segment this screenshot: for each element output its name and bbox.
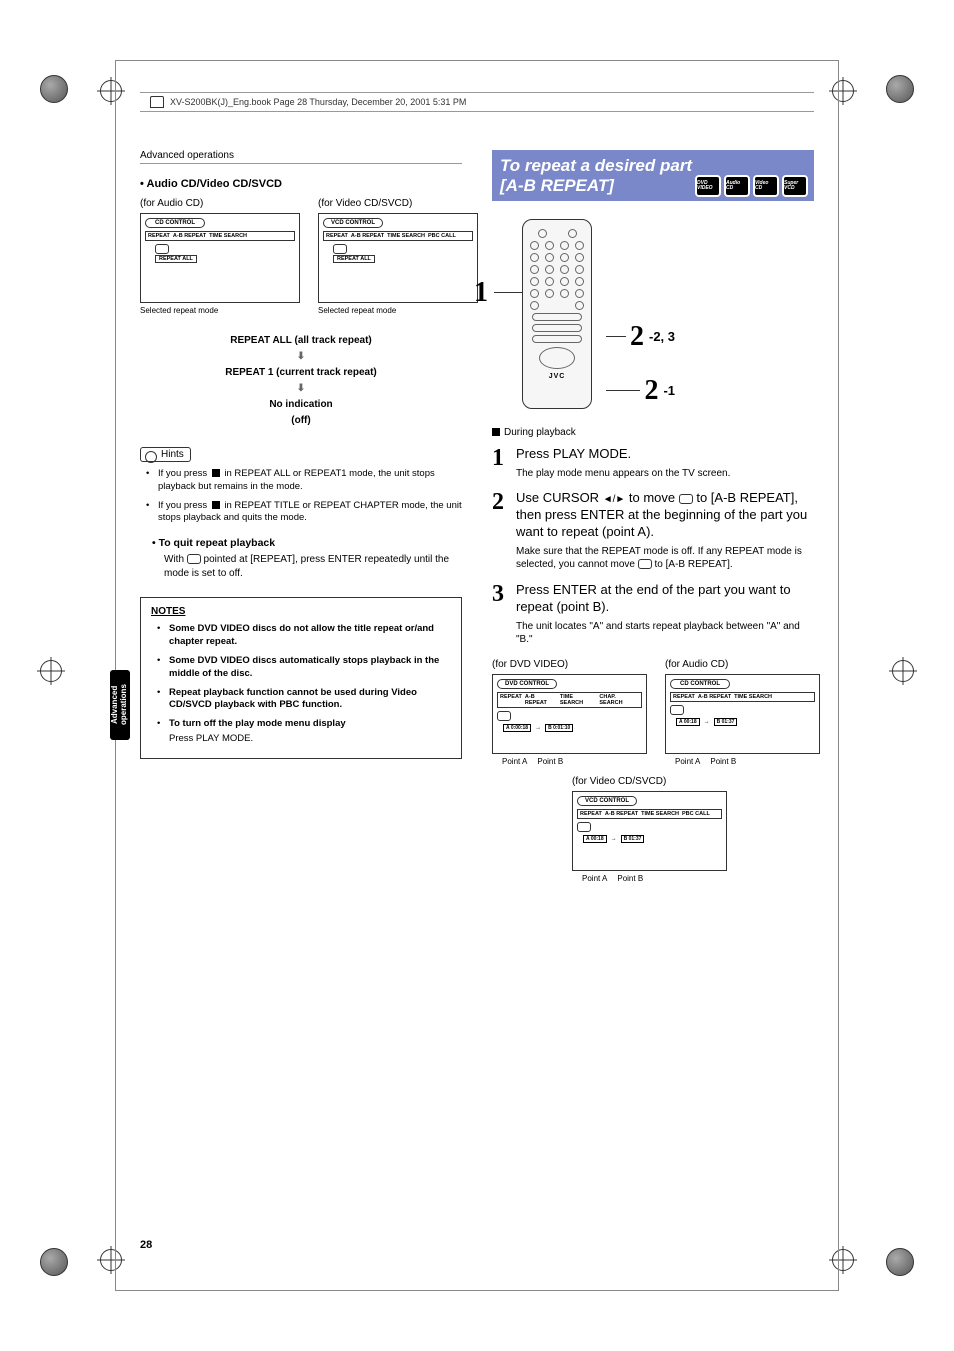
figure-caption: (for Video CD/SVCD)	[318, 198, 478, 209]
media-heading: Audio CD/Video CD/SVCD	[140, 178, 462, 190]
repeat-cycle-diagram: REPEAT ALL (all track repeat) ⬇ REPEAT 1…	[140, 333, 462, 429]
figure-caption: (for DVD VIDEO)	[492, 659, 647, 670]
figure-caption: (for Audio CD)	[665, 659, 820, 670]
hint-item: If you press in REPEAT TITLE or REPEAT C…	[158, 500, 462, 526]
step-title: Use CURSOR ◄/► to move to [A-B REPEAT], …	[516, 490, 814, 541]
section-title-banner: To repeat a desired part [A-B REPEAT] DV…	[492, 150, 814, 201]
section-rule	[140, 163, 462, 164]
callout-2-upper: 2	[630, 323, 644, 351]
cycle-line: REPEAT ALL (all track repeat)	[140, 333, 462, 349]
note-item: Some DVD VIDEO discs do not allow the ti…	[169, 623, 451, 649]
header-metadata: XV-S200BK(J)_Eng.book Page 28 Thursday, …	[140, 92, 814, 112]
badge-audio-cd: Audio CD	[724, 175, 750, 197]
callout-2-upper-sub: -2, 3	[649, 329, 675, 344]
cycle-line: No indication	[140, 397, 462, 413]
header-text: XV-S200BK(J)_Eng.book Page 28 Thursday, …	[170, 97, 466, 107]
registration-mark	[40, 1241, 80, 1281]
osd-tab: VCD CONTROL	[323, 218, 383, 228]
callout-1: 1	[474, 279, 488, 307]
cycle-line: REPEAT 1 (current track repeat)	[140, 365, 462, 381]
step-sub: The unit locates "A" and starts repeat p…	[516, 620, 814, 647]
note-item: To turn off the play mode menu displayPr…	[169, 718, 451, 746]
step-2: 2 Use CURSOR ◄/► to move to [A-B REPEAT]…	[492, 490, 814, 572]
step-sub: Make sure that the REPEAT mode is off. I…	[516, 545, 814, 572]
osd-menu-bar: REPEAT A-B REPEAT TIME SEARCH PBC CALL	[323, 231, 473, 241]
callout-2-lower: 2	[644, 377, 658, 405]
registration-mark	[874, 70, 914, 110]
step-3: 3 Press ENTER at the end of the part you…	[492, 582, 814, 647]
hint-item: If you press in REPEAT ALL or REPEAT1 mo…	[158, 468, 462, 494]
callout-2-lower-sub: -1	[663, 383, 675, 398]
badge-svcd: Super VCD	[782, 175, 808, 197]
step-1: 1 Press PLAY MODE. The play mode menu ap…	[492, 446, 814, 480]
side-tab: Advanced operations	[110, 670, 130, 740]
cursor-icon	[679, 494, 693, 504]
notes-title: NOTES	[151, 606, 451, 617]
page-number: 28	[140, 1239, 152, 1251]
crosshair-icon	[40, 660, 62, 682]
osd-menu-bar: REPEAT A-B REPEAT TIME SEARCH	[145, 231, 295, 241]
stop-icon	[212, 469, 220, 477]
step-sub: The play mode menu appears on the TV scr…	[516, 467, 814, 481]
quit-body: With pointed at [REPEAT], press ENTER re…	[164, 553, 462, 581]
square-icon	[492, 428, 500, 436]
note-item: Repeat playback function cannot be used …	[169, 687, 451, 713]
section-heading: Advanced operations	[140, 150, 462, 161]
lead-condition: During playback	[492, 427, 814, 438]
badge-video-cd: Video CD	[753, 175, 779, 197]
figure-caption: (for Video CD/SVCD)	[572, 776, 742, 787]
hints-list: If you press in REPEAT ALL or REPEAT1 mo…	[140, 468, 462, 525]
cursor-icon	[333, 244, 347, 254]
down-arrow-icon: ⬇	[140, 381, 462, 397]
remote-control-diagram: JVC	[522, 219, 592, 409]
stop-icon	[212, 501, 220, 509]
osd-value: REPEAT ALL	[155, 255, 197, 263]
note-item: Some DVD VIDEO discs automatically stops…	[169, 655, 451, 681]
cursor-icon	[577, 822, 591, 832]
step-title: Press ENTER at the end of the part you w…	[516, 582, 814, 616]
book-icon	[150, 96, 164, 108]
cursor-icon	[670, 705, 684, 715]
disc-badges: DVD VIDEO Audio CD Video CD Super VCD	[695, 175, 808, 197]
osd-below-label: Selected repeat mode	[140, 306, 300, 315]
osd-below-label: Selected repeat mode	[318, 306, 478, 315]
cycle-line: (off)	[140, 413, 462, 429]
down-arrow-icon: ⬇	[140, 349, 462, 365]
osd-tab: CD CONTROL	[145, 218, 205, 228]
osd-value: REPEAT ALL	[333, 255, 375, 263]
osd-panel-cd: CD CONTROL REPEATA-B REPEATTIME SEARCH A…	[665, 674, 820, 754]
cursor-left-right-icon: ◄/►	[603, 494, 626, 505]
step-title: Press PLAY MODE.	[516, 446, 814, 463]
cursor-icon	[638, 559, 652, 569]
title-line1: To repeat a desired part	[500, 156, 806, 176]
cursor-icon	[497, 711, 511, 721]
remote-brand: JVC	[527, 373, 587, 380]
cursor-icon	[187, 554, 201, 564]
osd-panel-vcd: VCD CONTROL REPEAT A-B REPEAT TIME SEARC…	[318, 213, 478, 303]
figure-caption: (for Audio CD)	[140, 198, 300, 209]
osd-panel-vcd-ab: VCD CONTROL REPEATA-B REPEATTIME SEARCHP…	[572, 791, 727, 871]
cursor-icon	[155, 244, 169, 254]
quit-title: To quit repeat playback	[152, 537, 462, 549]
crosshair-icon	[892, 660, 914, 682]
notes-box: NOTES Some DVD VIDEO discs do not allow …	[140, 597, 462, 759]
registration-mark	[40, 70, 80, 110]
badge-dvd: DVD VIDEO	[695, 175, 721, 197]
registration-mark	[874, 1241, 914, 1281]
osd-panel-dvd: DVD CONTROL REPEATA-B REPEATTIME SEARCHC…	[492, 674, 647, 754]
hints-label: Hints	[140, 447, 191, 462]
osd-panel-audio-cd: CD CONTROL REPEAT A-B REPEAT TIME SEARCH…	[140, 213, 300, 303]
